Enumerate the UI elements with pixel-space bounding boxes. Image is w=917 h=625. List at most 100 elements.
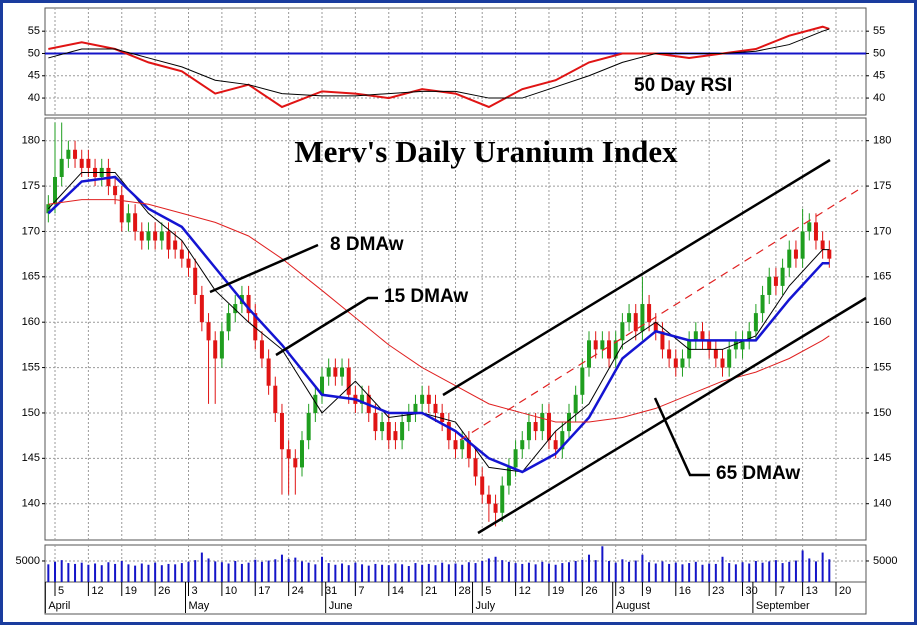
candle-body <box>259 340 264 359</box>
candle-body <box>299 440 304 468</box>
candle-body <box>553 440 558 450</box>
candle-body <box>373 412 378 432</box>
candle-body <box>627 313 632 323</box>
candle-body <box>139 231 144 241</box>
month-label: August <box>616 600 650 612</box>
volume-bar <box>808 558 811 582</box>
volume-bar <box>734 564 737 582</box>
volume-bar <box>307 562 310 582</box>
candle-body <box>173 240 178 250</box>
x-axis-panel <box>44 581 867 615</box>
candle-body <box>727 349 732 368</box>
candle-body <box>707 340 712 350</box>
volume-bar <box>227 563 230 582</box>
volume-bar <box>180 563 183 582</box>
volume-bar <box>774 560 777 582</box>
candle-body <box>166 231 171 250</box>
volume-bar <box>441 562 444 582</box>
y-tick-label: 155 <box>22 361 40 373</box>
candle-body <box>787 249 792 268</box>
volume-bar <box>174 564 177 582</box>
y-tick-label: 150 <box>22 407 40 419</box>
rsi-title: 50 Day RSI <box>634 75 732 96</box>
candle-body <box>753 313 758 332</box>
volume-bar <box>694 561 697 582</box>
volume-bar <box>561 563 564 582</box>
y-tick-label: 50 <box>873 47 885 59</box>
candle-body <box>713 349 718 359</box>
candle-body <box>560 431 565 450</box>
chart-title: Merv's Daily Uranium Index <box>294 134 678 169</box>
x-tick-label: 3 <box>192 585 198 597</box>
leader-8 <box>209 243 319 294</box>
volume-bar <box>668 563 671 582</box>
candle-body <box>133 213 138 232</box>
volume-bar <box>461 564 464 582</box>
volume-bar <box>60 560 63 582</box>
y-tick-label: 55 <box>28 25 40 37</box>
candle-body <box>193 267 198 295</box>
volume-bar <box>354 562 357 582</box>
line <box>47 175 830 474</box>
candle-body <box>213 340 218 359</box>
x-tick-label: 24 <box>292 585 304 597</box>
y-tick-label: 160 <box>22 316 40 328</box>
volume-bar <box>661 561 664 582</box>
x-tick-label: 16 <box>679 585 691 597</box>
volume-bar <box>401 564 404 582</box>
volume-bar <box>567 562 570 582</box>
volume-bar <box>521 563 524 582</box>
candle-body <box>633 313 638 332</box>
candle-body <box>159 231 164 241</box>
volume-bar <box>154 562 157 582</box>
candle-body <box>219 331 224 359</box>
x-tick-label: 12 <box>519 585 531 597</box>
volume-bar <box>321 556 324 582</box>
candle-body <box>613 340 618 359</box>
y-tick-label: 5000 <box>16 555 40 567</box>
volume-bar <box>374 563 377 582</box>
candle-body <box>680 358 685 368</box>
volume-bar <box>147 564 150 582</box>
volume-bar <box>714 563 717 582</box>
line <box>48 199 830 423</box>
volume-bar <box>394 563 397 582</box>
volume-bar <box>688 563 691 582</box>
y-tick-label: 165 <box>22 271 40 283</box>
x-tick-label: 23 <box>712 585 724 597</box>
candle-body <box>580 367 585 395</box>
month-label: April <box>48 600 70 612</box>
volume-bar <box>260 561 263 582</box>
y-tick-label: 5000 <box>873 555 897 567</box>
candle-body <box>113 186 118 196</box>
candle-body <box>246 294 251 314</box>
candle-body <box>660 331 665 350</box>
volume-bar <box>100 565 103 582</box>
candle-body <box>406 412 411 423</box>
candle-body <box>573 394 578 413</box>
volume-bar <box>674 562 677 582</box>
series-label: 8 DMAw <box>330 234 404 255</box>
volume-bar <box>601 546 604 582</box>
candle-body <box>526 422 531 441</box>
candle-body <box>433 403 438 413</box>
y-tick-label: 155 <box>873 361 891 373</box>
volume-bar <box>641 554 644 582</box>
volume-bar <box>681 564 684 582</box>
candle-body <box>199 294 204 323</box>
x-tick-label: 30 <box>746 585 758 597</box>
volume-bar <box>594 560 597 582</box>
volume-bar <box>634 560 637 582</box>
y-tick-label: 165 <box>873 271 891 283</box>
volume-bar <box>821 552 824 582</box>
y-tick-label: 170 <box>22 225 40 237</box>
candle-body <box>340 367 345 377</box>
volume-bar <box>414 563 417 582</box>
candle-body <box>460 440 465 450</box>
volume-bar <box>728 563 731 582</box>
volume-bar <box>534 564 537 582</box>
volume-bar <box>240 563 243 582</box>
candle-body <box>600 340 605 350</box>
candle-body <box>593 340 598 350</box>
channel-lower <box>477 296 867 535</box>
